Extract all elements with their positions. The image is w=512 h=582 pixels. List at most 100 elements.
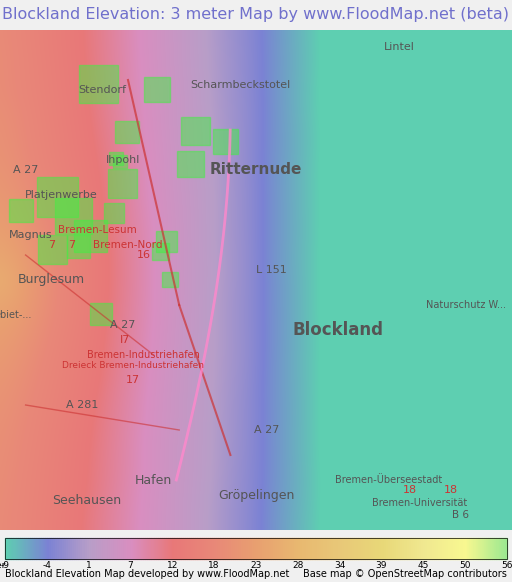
Text: 56: 56 [501,561,512,570]
Bar [47,538,49,559]
Bar [241,538,244,559]
Bar [446,538,449,559]
Bar [198,538,200,559]
Text: 7: 7 [48,240,55,250]
Bar [350,538,352,559]
Bar [212,538,214,559]
Bar [109,152,122,165]
Bar [325,538,327,559]
Text: B 6: B 6 [452,510,470,520]
Bar [156,538,158,559]
Bar [402,538,404,559]
Bar [503,538,505,559]
Bar [145,538,147,559]
Bar [310,538,312,559]
Bar [449,538,451,559]
Bar [302,538,304,559]
Bar [379,538,381,559]
Bar [133,538,135,559]
Bar [89,538,91,559]
Bar [463,538,465,559]
Text: Lintel: Lintel [384,42,415,52]
Bar [298,538,300,559]
Bar [381,538,383,559]
Bar [472,538,474,559]
Bar [53,538,55,559]
Text: Base map © OpenStreetMap contributors: Base map © OpenStreetMap contributors [303,569,507,580]
Bar [273,538,275,559]
Bar [141,538,143,559]
Text: A 281: A 281 [66,400,98,410]
Bar [139,538,141,559]
Bar [360,538,362,559]
Bar [333,538,335,559]
Bar [181,116,210,145]
Bar [394,538,396,559]
Bar [143,538,145,559]
Bar [425,538,428,559]
Bar [170,538,173,559]
Bar [409,538,411,559]
Bar [279,538,281,559]
Text: Blockland Elevation: 3 meter Map by www.FloodMap.net (beta): Blockland Elevation: 3 meter Map by www.… [3,8,509,23]
Bar [177,151,204,178]
Text: I7: I7 [120,335,131,345]
Bar [404,538,407,559]
Bar [118,538,120,559]
Bar [344,538,346,559]
Bar [421,538,423,559]
Bar [218,538,221,559]
Bar [268,538,271,559]
Bar [221,538,223,559]
Bar [490,538,492,559]
Bar [354,538,356,559]
Bar [24,538,26,559]
Bar [26,538,28,559]
Bar [122,538,124,559]
Bar [17,538,20,559]
Bar [352,538,354,559]
Bar [15,538,17,559]
Bar [289,538,291,559]
Bar [126,538,129,559]
Bar [78,538,80,559]
Bar [419,538,421,559]
Bar [214,538,216,559]
Bar [271,538,273,559]
Bar [135,538,137,559]
Bar [396,538,398,559]
Bar [32,538,34,559]
Bar [499,538,501,559]
Text: 7: 7 [127,561,134,570]
Bar [373,538,375,559]
Bar [74,538,76,559]
Bar [318,538,321,559]
Bar [400,538,402,559]
Text: Hafen: Hafen [135,474,172,487]
Bar [5,538,507,559]
Bar [486,538,488,559]
Bar [187,538,189,559]
Bar [164,538,166,559]
Bar [369,538,371,559]
Text: 34: 34 [334,561,345,570]
Bar [68,235,91,258]
Bar [260,538,262,559]
Bar [505,538,507,559]
Bar [214,129,239,154]
Bar [45,538,47,559]
Bar [386,538,388,559]
Bar [120,538,122,559]
Bar [51,538,53,559]
Bar [348,538,350,559]
Bar [250,538,252,559]
Bar [488,538,490,559]
Text: Blockland: Blockland [292,321,383,339]
Bar [476,538,478,559]
Bar [137,538,139,559]
Bar [55,198,92,234]
Bar [113,155,126,168]
Bar [277,538,279,559]
Bar [13,538,15,559]
Bar [162,538,164,559]
